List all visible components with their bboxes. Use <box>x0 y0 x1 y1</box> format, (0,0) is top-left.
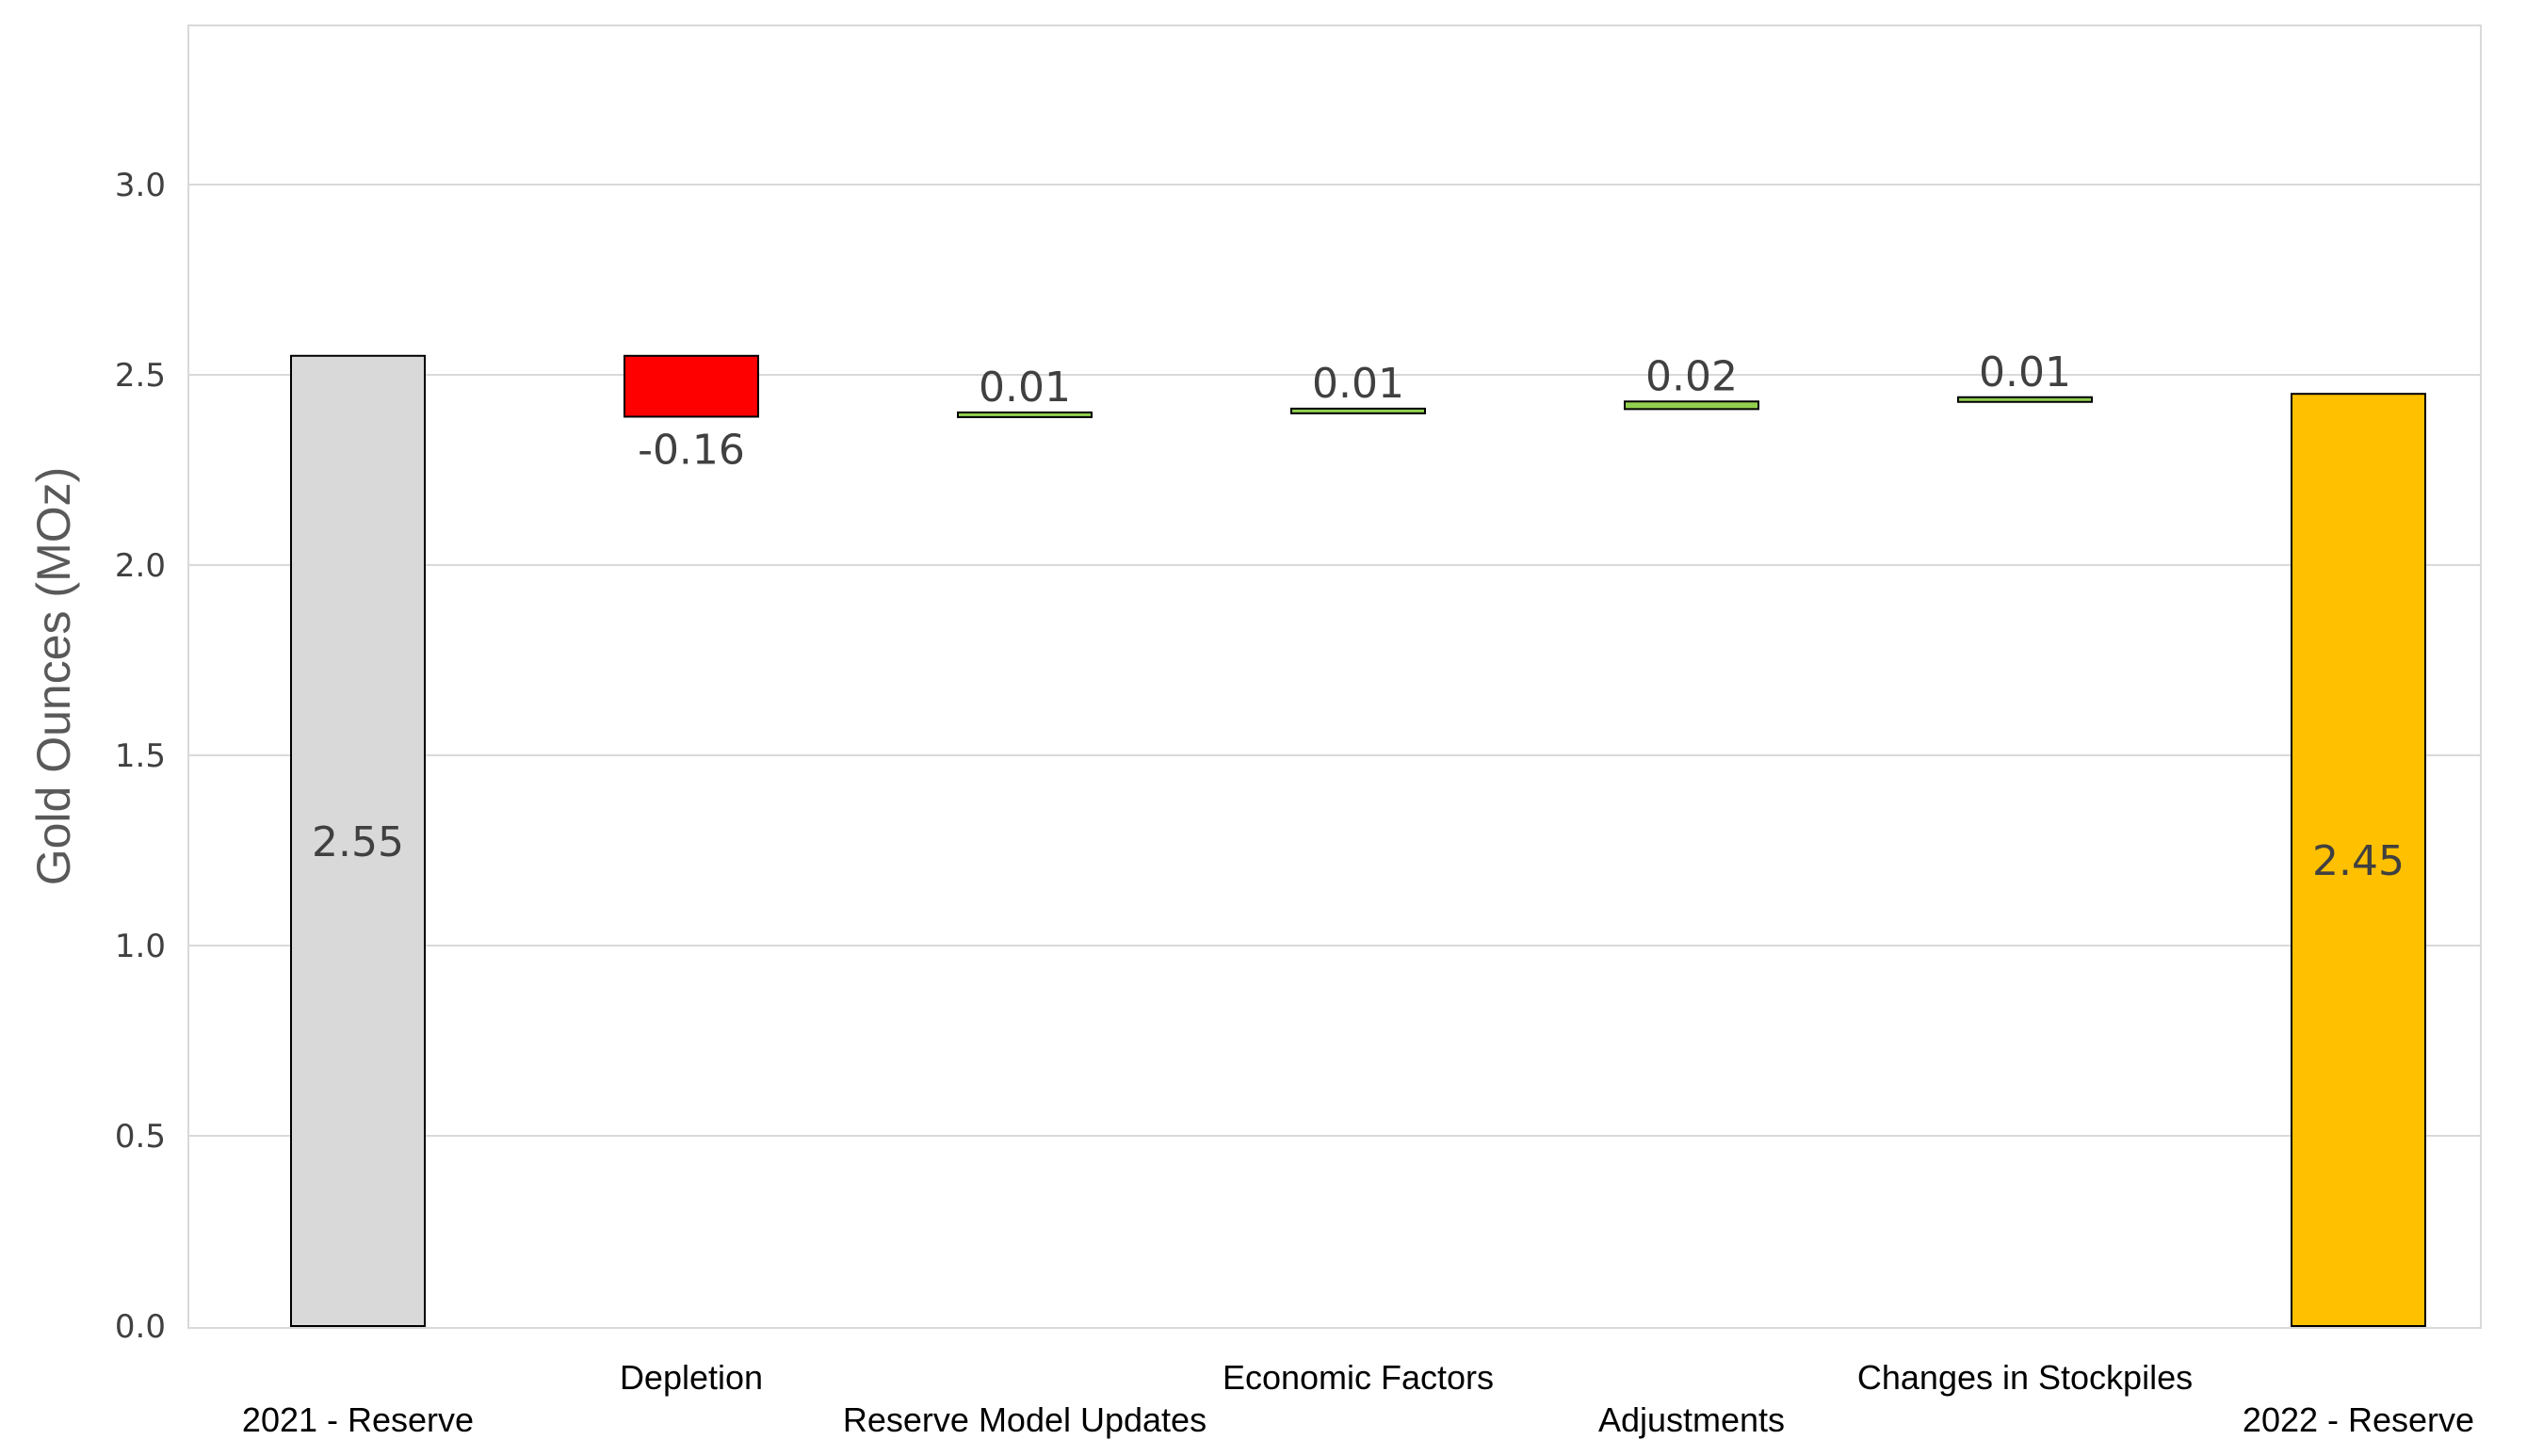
category-label-6: 2022 - Reserve <box>2243 1400 2474 1439</box>
y-tick-label: 1.0 <box>115 928 166 965</box>
data-label-4: 0.02 <box>1645 352 1738 400</box>
category-label-0: 2021 - Reserve <box>242 1400 474 1439</box>
y-tick-label: 2.5 <box>115 357 166 395</box>
y-axis-title: Gold Ounces (MOz) <box>27 467 80 886</box>
y-axis-ticks: 0.0 0.5 1.0 1.5 2.0 2.5 3.0 <box>115 167 166 1346</box>
data-label-0: 2.55 <box>312 818 404 866</box>
y-tick-label: 3.0 <box>115 167 166 204</box>
data-label-1: -0.16 <box>638 426 745 474</box>
y-tick-label: 1.5 <box>115 737 166 775</box>
y-tick-label: 0.5 <box>115 1118 166 1156</box>
data-label-3: 0.01 <box>1312 360 1404 408</box>
y-tick-label: 0.0 <box>115 1308 166 1346</box>
bar-0 <box>290 354 426 1327</box>
bar-5 <box>1957 396 2093 403</box>
data-labels: 2.55 -0.16 0.01 0.01 0.02 0.01 2.45 <box>312 348 2405 885</box>
category-label-2: Reserve Model Updates <box>843 1400 1207 1439</box>
data-label-6: 2.45 <box>2312 837 2405 885</box>
y-tick-label: 2.0 <box>115 547 166 585</box>
data-label-5: 0.01 <box>1979 348 2071 396</box>
gridlines <box>188 184 2481 1137</box>
category-labels: 2021 - Reserve Depletion Reserve Model Upd… <box>242 1358 2474 1439</box>
bar-6 <box>2291 393 2426 1327</box>
category-label-4: Adjustments <box>1598 1400 1785 1439</box>
bar-3 <box>1290 407 1426 414</box>
data-label-2: 0.01 <box>979 364 1071 412</box>
bar-4 <box>1624 400 1759 411</box>
bar-1 <box>624 354 759 418</box>
category-label-5: Changes in Stockpiles <box>1857 1358 2193 1397</box>
plot-area-frame <box>187 24 2482 1329</box>
bar-2 <box>957 411 1093 418</box>
category-label-3: Economic Factors <box>1223 1358 1494 1397</box>
bars <box>290 354 2426 1327</box>
category-label-1: Depletion <box>620 1358 763 1397</box>
